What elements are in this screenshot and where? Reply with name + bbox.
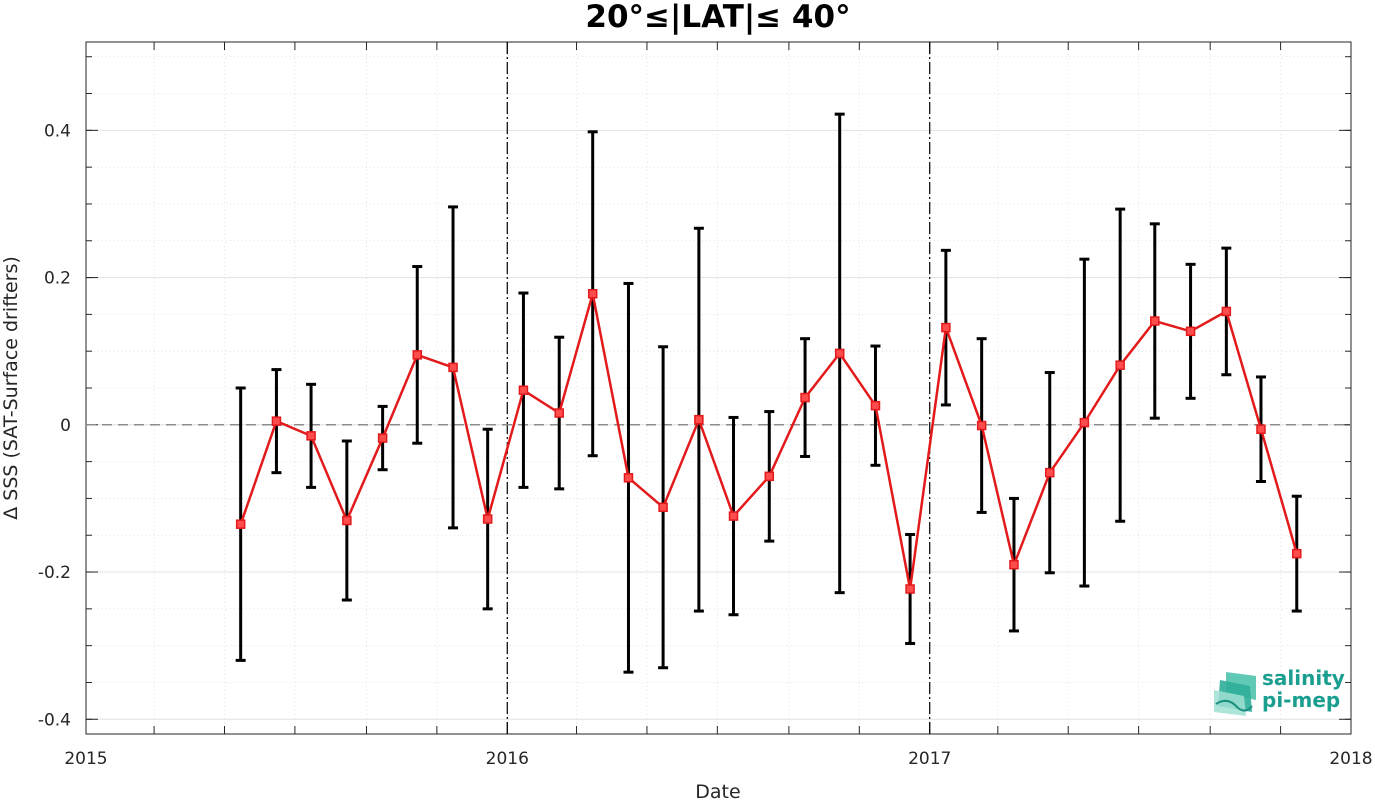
data-point xyxy=(1292,548,1302,559)
data-point xyxy=(941,322,951,333)
data-point xyxy=(587,289,598,299)
data-point xyxy=(658,502,668,513)
data-point xyxy=(1079,417,1090,428)
data-point xyxy=(518,385,529,395)
tick-labels: -0.4 -0.2 0 0.2 0.4 2015 2016 2017 2018 xyxy=(38,121,1373,769)
grid xyxy=(85,42,1351,734)
y-tick-label: 0 xyxy=(60,416,71,436)
x-tick-label: 2018 xyxy=(1329,749,1372,769)
y-tick-label: -0.2 xyxy=(38,563,71,583)
y-tick-label: -0.4 xyxy=(38,710,71,730)
data-point xyxy=(271,416,282,426)
data-point xyxy=(1009,559,1019,570)
data-point xyxy=(834,348,845,359)
y-tick-label: 0.2 xyxy=(44,269,71,289)
error-bars xyxy=(235,112,1302,674)
logo-line-1: salinity xyxy=(1262,666,1345,690)
salinity-pi-mep-logo: salinity pi-mep xyxy=(1214,666,1345,716)
data-point xyxy=(342,515,352,526)
chart-title: 20°≤|LAT|≤ 40° xyxy=(585,0,850,35)
data-point xyxy=(306,431,316,441)
data-point xyxy=(482,514,493,524)
data-point xyxy=(1115,360,1125,370)
data-point xyxy=(377,433,388,443)
data-point xyxy=(448,362,458,373)
x-tick-label: 2017 xyxy=(908,749,951,769)
data-point xyxy=(1045,467,1055,478)
y-tick-label: 0.4 xyxy=(44,121,71,141)
data-point xyxy=(870,400,881,411)
data-point xyxy=(1185,326,1196,337)
data-point xyxy=(728,511,739,521)
logo-wave-icon xyxy=(1214,672,1256,716)
data-point xyxy=(694,414,704,425)
x-tick-label: 2015 xyxy=(64,749,107,769)
x-axis-label: Date xyxy=(695,781,740,801)
reference-lines xyxy=(86,42,1351,734)
data-point xyxy=(1221,306,1232,317)
logo-line-2: pi-mep xyxy=(1262,688,1340,712)
data-point xyxy=(764,471,775,482)
data-point xyxy=(412,350,423,360)
data-point xyxy=(976,420,987,431)
tick-marks xyxy=(85,42,1352,734)
series xyxy=(235,289,1302,594)
data-point xyxy=(905,584,915,594)
data-point xyxy=(554,408,564,418)
data-point xyxy=(1256,424,1266,434)
data-point xyxy=(1150,316,1160,326)
data-point xyxy=(623,473,634,483)
data-point xyxy=(800,392,810,403)
x-tick-label: 2016 xyxy=(486,749,529,769)
y-axis-label: Δ SSS (SAT-Surface drifters) xyxy=(0,256,22,520)
data-point xyxy=(235,519,246,529)
